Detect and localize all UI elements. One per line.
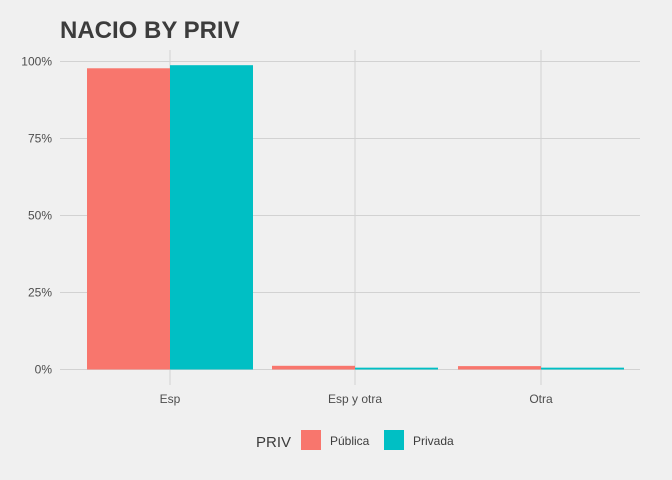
legend-label: Pública bbox=[330, 434, 370, 448]
y-tick-label: 50% bbox=[28, 209, 52, 223]
x-tick-label: Esp y otra bbox=[328, 392, 382, 406]
x-axis-ticks: Esp Esp y otra Otra bbox=[160, 392, 553, 406]
y-axis-ticks: 0% 25% 50% 75% 100% bbox=[21, 55, 52, 377]
legend-key-privada bbox=[384, 430, 404, 450]
y-tick-label: 25% bbox=[28, 286, 52, 300]
y-tick-label: 100% bbox=[21, 55, 52, 69]
x-tick-label: Esp bbox=[160, 392, 181, 406]
legend: PRIV Pública Privada bbox=[256, 430, 454, 451]
legend-key-pública bbox=[301, 430, 321, 450]
bars bbox=[87, 65, 624, 370]
y-tick-label: 0% bbox=[35, 363, 53, 377]
bar-privada-1 bbox=[170, 65, 253, 370]
y-tick-label: 75% bbox=[28, 132, 52, 146]
bar-pública-3 bbox=[458, 366, 541, 370]
legend-title: PRIV bbox=[256, 434, 291, 451]
x-tick-label: Otra bbox=[529, 392, 553, 406]
bar-privada-2 bbox=[355, 367, 438, 370]
legend-label: Privada bbox=[413, 434, 454, 448]
bar-pública-2 bbox=[272, 365, 355, 370]
bar-pública-1 bbox=[87, 68, 170, 370]
bar-privada-3 bbox=[541, 367, 624, 370]
chart-title: NACIO BY PRIV bbox=[60, 17, 240, 44]
